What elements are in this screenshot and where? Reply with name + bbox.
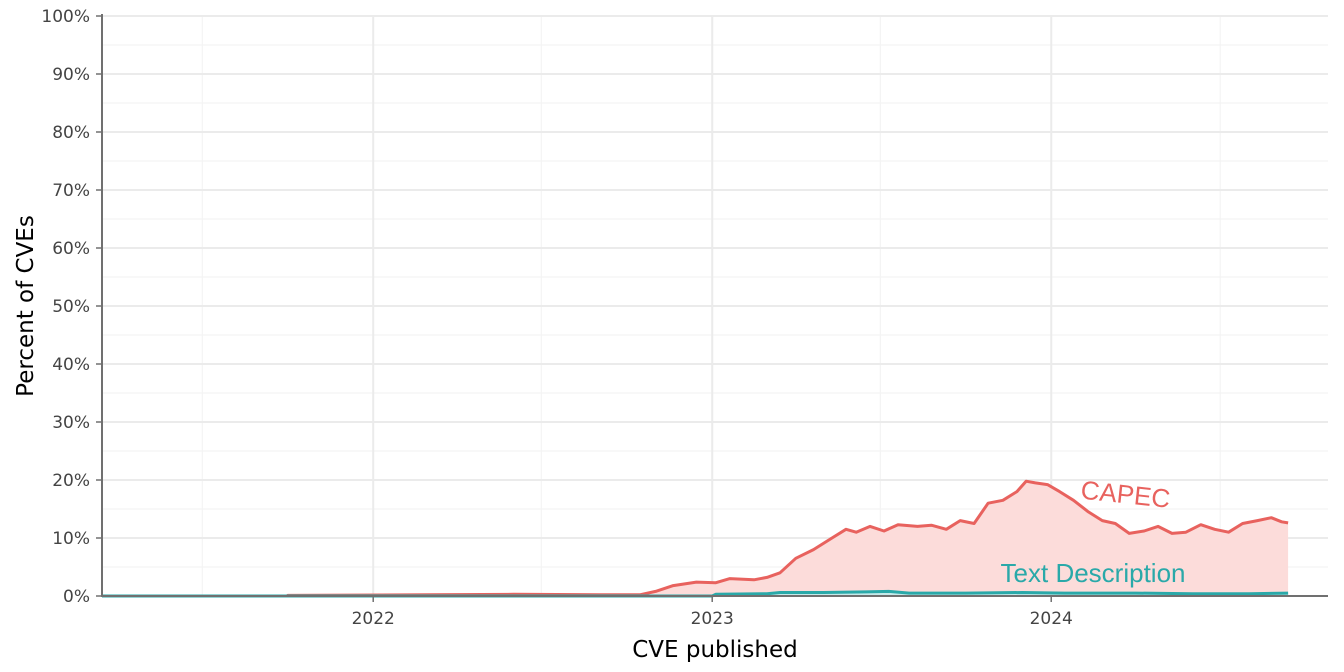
capec-line [102, 479, 1289, 598]
y-tick-label: 80% [52, 123, 90, 143]
y-axis-ticks: 0% 10% 20% 30% 40% 50% 60% 70% 80% 90% 100% [41, 7, 102, 607]
text-description-area [102, 591, 1289, 596]
y-tick-label: 50% [52, 297, 90, 317]
x-axis-ticks: 2022 2023 2024 [352, 596, 1073, 629]
x-tick-label: 2022 [352, 609, 395, 629]
y-tick-label: 40% [52, 355, 90, 375]
minor-y-gridlines [102, 44, 1328, 568]
y-tick-label: 0% [63, 587, 90, 607]
y-axis-title: Percent of CVEs [13, 215, 39, 397]
text-description-series-label: Text Description [1001, 558, 1186, 588]
x-axis-title: CVE published [632, 637, 798, 663]
y-tick-label: 90% [52, 65, 90, 85]
x-tick-label: 2023 [691, 609, 734, 629]
series-lines [102, 479, 1289, 598]
y-tick-label: 30% [52, 413, 90, 433]
x-tick-label: 2024 [1030, 609, 1073, 629]
y-tick-label: 100% [41, 7, 90, 27]
y-tick-label: 70% [52, 181, 90, 201]
y-tick-label: 10% [52, 529, 90, 549]
text-description-line [102, 589, 1289, 598]
capec-area [102, 481, 1289, 596]
y-tick-label: 60% [52, 239, 90, 259]
series-areas [102, 481, 1289, 596]
y-tick-label: 20% [52, 471, 90, 491]
